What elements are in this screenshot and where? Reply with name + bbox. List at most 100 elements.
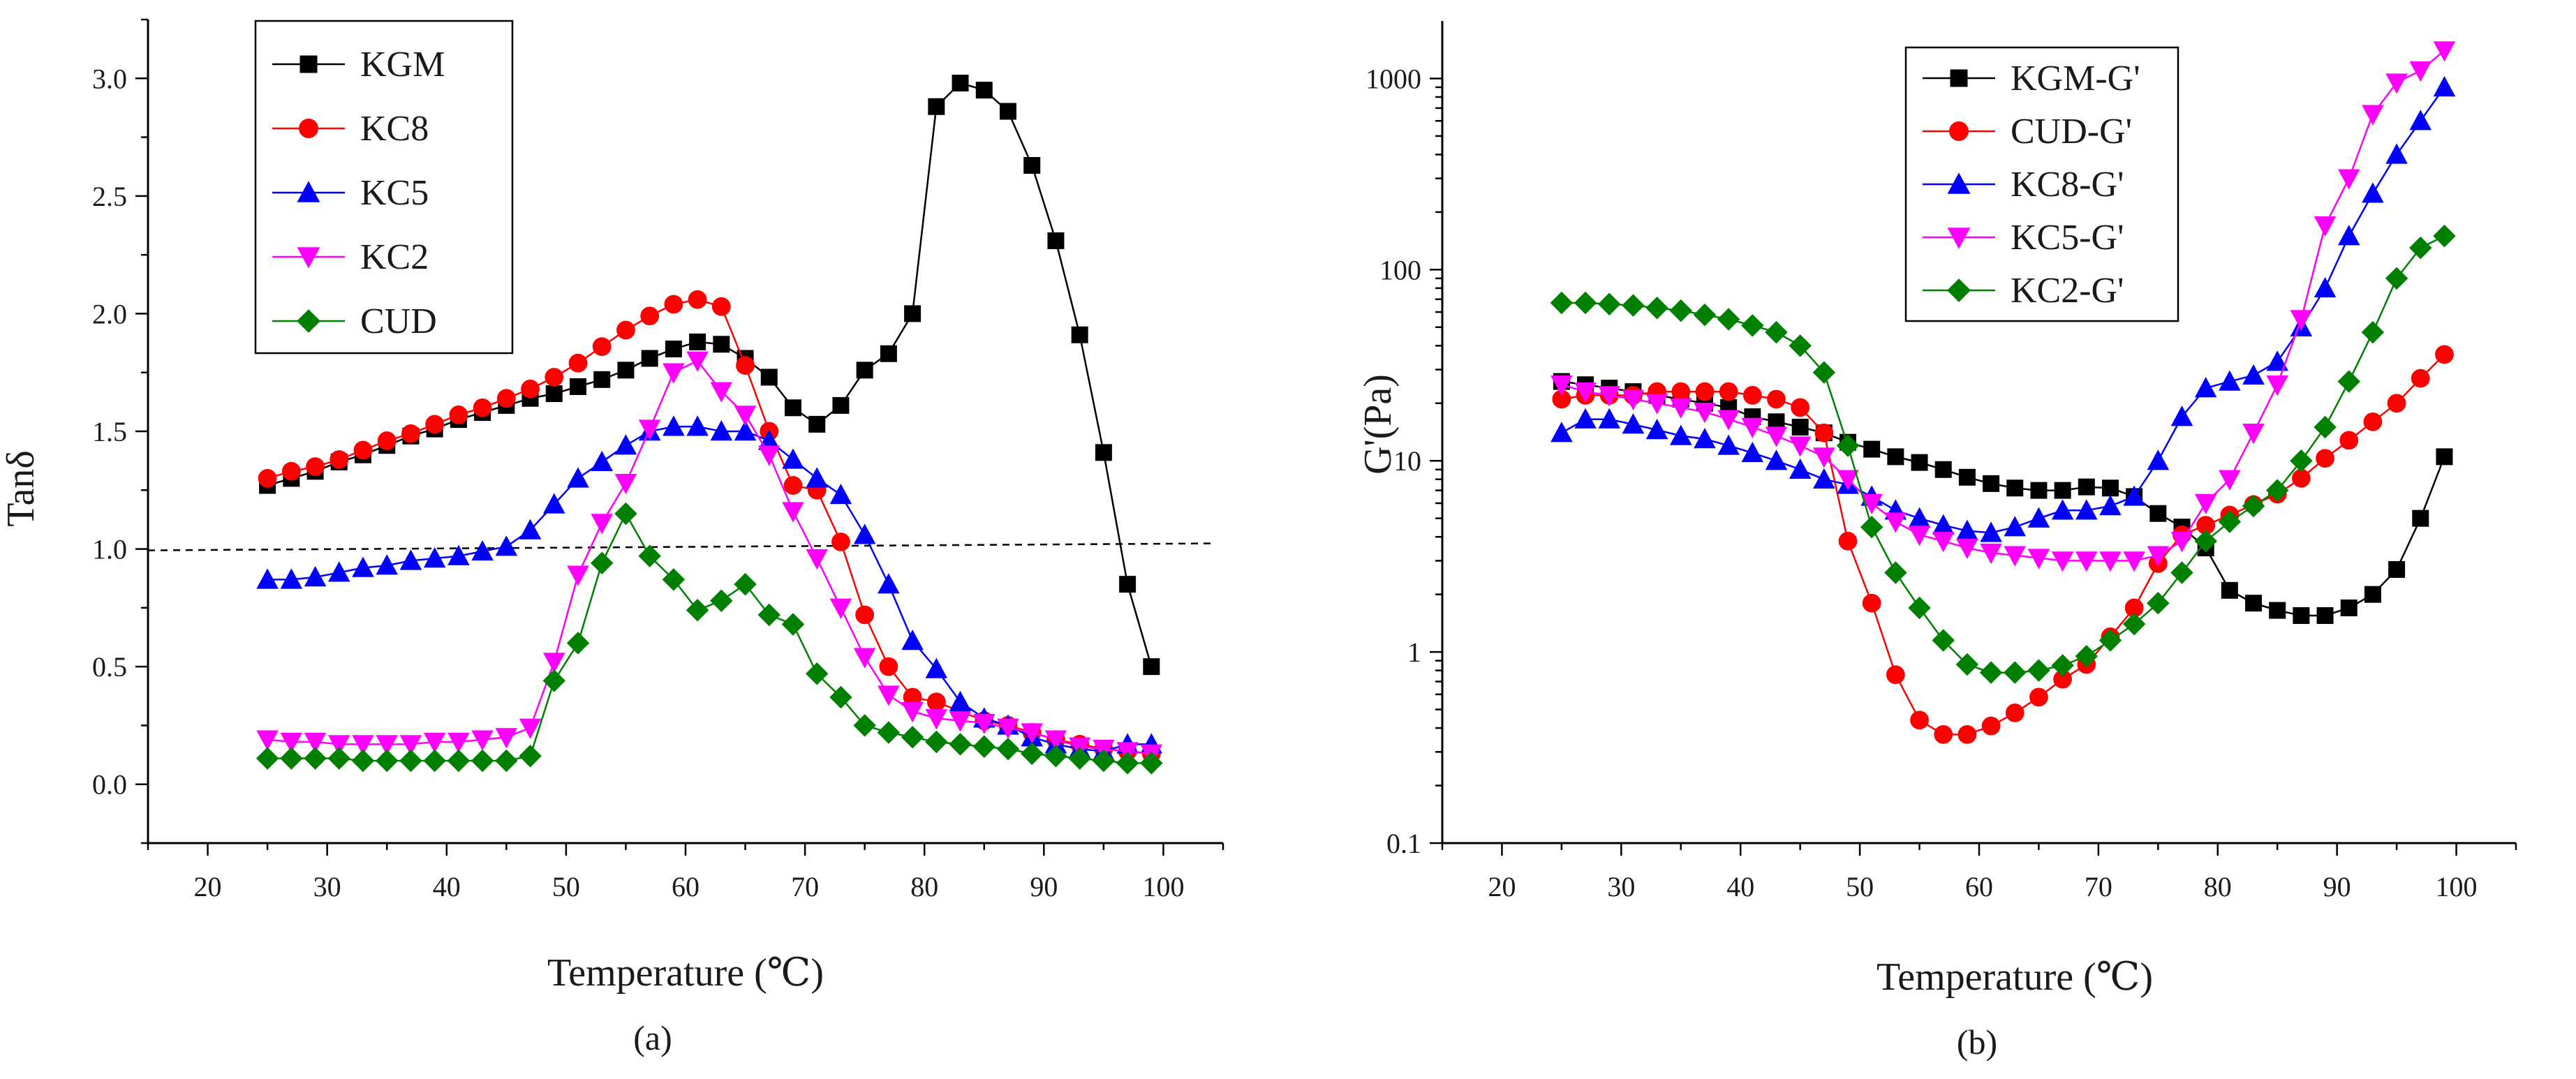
data-point bbox=[2194, 377, 2217, 398]
y-tick-label: 1.0 bbox=[92, 534, 127, 565]
data-point bbox=[2339, 431, 2359, 450]
data-point bbox=[542, 653, 565, 674]
data-point bbox=[805, 662, 829, 685]
data-point bbox=[2051, 551, 2074, 572]
data-point bbox=[1669, 424, 1692, 445]
data-point bbox=[1860, 493, 1883, 514]
data-point bbox=[1021, 723, 1044, 744]
legend-item: KC8-G' bbox=[1923, 165, 2124, 204]
data-point bbox=[1741, 314, 1764, 337]
series-KC8 bbox=[258, 290, 1161, 764]
data-point bbox=[1955, 653, 1979, 676]
data-point bbox=[351, 749, 375, 773]
data-point bbox=[399, 735, 422, 756]
data-point bbox=[1908, 507, 1931, 528]
data-point bbox=[330, 450, 349, 469]
data-point bbox=[926, 692, 946, 712]
legend-marker-swatch bbox=[1947, 278, 1971, 302]
data-point bbox=[688, 290, 707, 309]
x-tick-label: 20 bbox=[194, 871, 222, 902]
data-point bbox=[591, 450, 614, 472]
data-point bbox=[1981, 716, 2001, 736]
data-point bbox=[638, 419, 661, 440]
data-point bbox=[2054, 482, 2071, 499]
data-point bbox=[304, 732, 327, 754]
data-point bbox=[1956, 538, 1978, 560]
data-point bbox=[2194, 493, 2217, 514]
legend-label: KC5 bbox=[360, 173, 429, 213]
legend-label: KC8-G' bbox=[2011, 165, 2124, 204]
data-point bbox=[353, 440, 373, 460]
data-point bbox=[376, 735, 399, 756]
data-point bbox=[1092, 749, 1116, 773]
data-point bbox=[2266, 375, 2289, 396]
legend-item: KC5 bbox=[272, 173, 429, 213]
data-point bbox=[2290, 310, 2313, 331]
data-point bbox=[1765, 426, 1788, 447]
data-point bbox=[1813, 447, 1835, 468]
data-point bbox=[2265, 479, 2289, 502]
data-point bbox=[2314, 216, 2337, 237]
data-point bbox=[1044, 730, 1067, 751]
data-point bbox=[568, 353, 588, 373]
legend-item: CUD bbox=[272, 302, 437, 341]
data-point bbox=[1765, 449, 1788, 470]
data-point bbox=[519, 519, 542, 540]
data-point bbox=[1598, 408, 1621, 429]
data-point bbox=[949, 711, 972, 732]
data-point bbox=[2242, 364, 2265, 385]
y-tick-label: 2.0 bbox=[92, 298, 127, 329]
data-point bbox=[925, 709, 948, 730]
data-point bbox=[545, 385, 563, 403]
series-line bbox=[1561, 354, 2445, 736]
data-point bbox=[2362, 182, 2384, 203]
data-point bbox=[2075, 499, 2098, 520]
data-point bbox=[1932, 532, 1955, 553]
data-point bbox=[2361, 320, 2385, 344]
data-point bbox=[1791, 418, 1809, 436]
data-point bbox=[1908, 526, 1931, 546]
data-point bbox=[1071, 326, 1088, 343]
data-point bbox=[304, 566, 327, 587]
data-point bbox=[662, 415, 685, 436]
data-point bbox=[783, 476, 803, 495]
data-point bbox=[327, 735, 350, 756]
data-point bbox=[1645, 419, 1668, 440]
panel-a-tan-delta-chart: 20 30 40 50 60 70 80 90 100 0.0 0.5 1.0 1.5 2.0 2.5 3.0… bbox=[0, 18, 1224, 1057]
data-point bbox=[2364, 586, 2381, 603]
data-point bbox=[1911, 454, 1928, 471]
legend-marker-swatch bbox=[1947, 228, 1971, 249]
data-point bbox=[808, 415, 826, 433]
data-point bbox=[399, 549, 422, 570]
data-point bbox=[2290, 449, 2313, 472]
data-point bbox=[1047, 232, 1065, 249]
x-tick-label: 40 bbox=[1726, 871, 1754, 902]
data-point bbox=[2411, 369, 2430, 388]
data-point bbox=[1742, 386, 1762, 405]
legend-marker-swatch bbox=[1949, 121, 1969, 141]
data-point bbox=[853, 648, 876, 669]
data-point bbox=[1550, 291, 1574, 315]
data-point bbox=[1884, 512, 1907, 533]
x-tick-label: 90 bbox=[2323, 871, 2351, 902]
y-tick-label: 1 bbox=[1407, 637, 1421, 668]
data-point bbox=[1979, 661, 2003, 684]
legend-label: CUD bbox=[360, 302, 437, 341]
panel-b-storage-modulus-chart: 20 30 40 50 60 70 80 90 100 0.1 1 10 100 1000 Temperat… bbox=[1356, 21, 2517, 1062]
data-point bbox=[877, 721, 901, 744]
data-point bbox=[736, 356, 755, 375]
series-line bbox=[267, 359, 1152, 755]
data-point bbox=[996, 737, 1020, 761]
legend-marker-swatch bbox=[297, 247, 320, 269]
y-tick-label: 0.1 bbox=[1386, 828, 1421, 859]
series-KC2 bbox=[256, 351, 1163, 765]
data-point bbox=[2147, 591, 2170, 615]
data-point bbox=[972, 713, 995, 735]
data-point bbox=[1932, 514, 1955, 535]
data-point bbox=[1956, 519, 1978, 540]
data-point bbox=[2099, 551, 2122, 572]
series-KGM-G' bbox=[1553, 373, 2453, 624]
data-point bbox=[2170, 561, 2193, 584]
legend-label: KGM-G' bbox=[2011, 59, 2140, 98]
data-point bbox=[471, 749, 494, 773]
